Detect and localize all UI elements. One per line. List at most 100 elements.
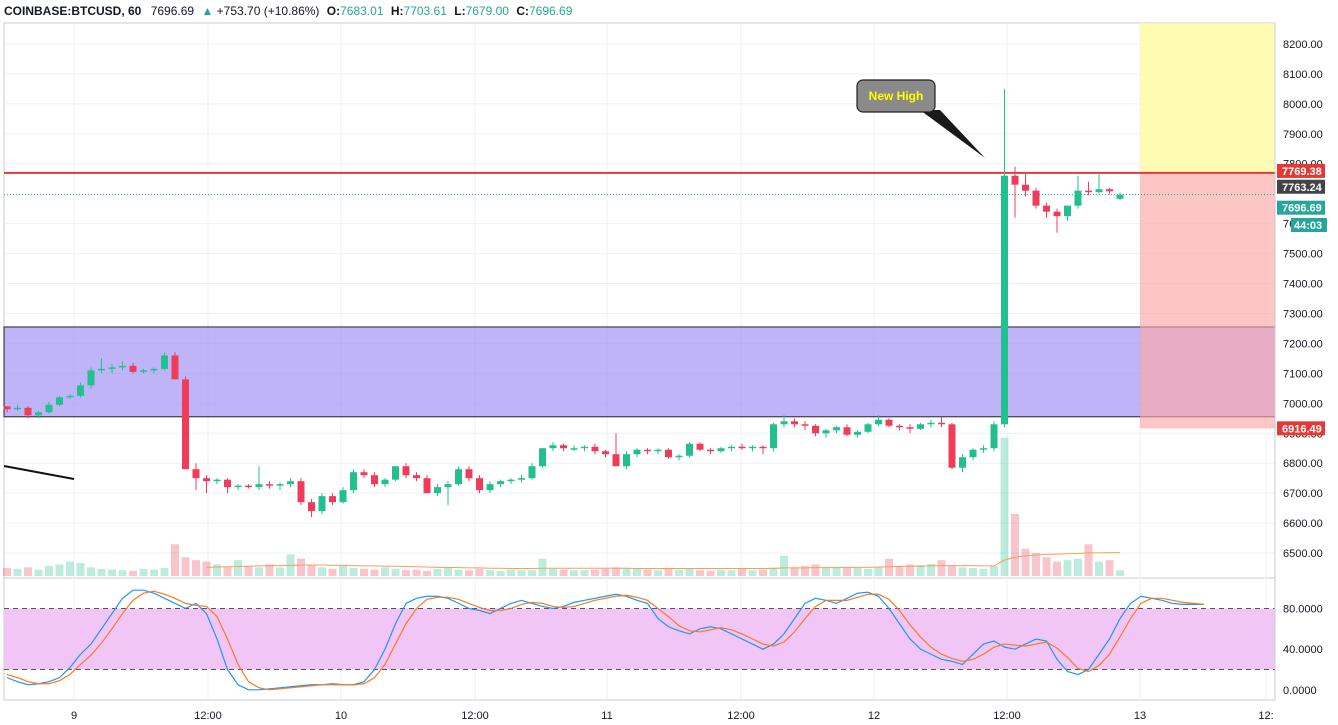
oscillator-tick-label[interactable]: 80.0000 (1283, 603, 1323, 615)
time-tick-label[interactable]: 12 (868, 710, 880, 722)
time-tick-label[interactable]: 12:00 (194, 710, 222, 722)
candle-body[interactable] (1022, 184, 1029, 191)
candle-body[interactable] (129, 365, 137, 372)
candle-body[interactable] (1043, 205, 1050, 212)
candle-body[interactable] (56, 397, 63, 405)
candle-body[interactable] (318, 496, 326, 512)
candle-body[interactable] (87, 370, 95, 386)
candle-body[interactable] (864, 424, 872, 432)
time-tick-label[interactable]: 12:00 (993, 710, 1021, 722)
candle-body[interactable] (329, 496, 336, 503)
candle-body[interactable] (822, 430, 830, 434)
price-tick-label[interactable]: 7400.00 (1283, 279, 1323, 291)
candle-body[interactable] (665, 449, 672, 458)
symbol-label[interactable]: COINBASE:BTCUSD, 60 (4, 4, 142, 18)
candle-body[interactable] (423, 478, 431, 494)
candle-body[interactable] (297, 481, 305, 503)
candle-body[interactable] (350, 472, 357, 491)
candle-body[interactable] (413, 475, 420, 479)
position-target-zone[interactable] (1140, 23, 1275, 173)
price-tick-label[interactable]: 7000.00 (1283, 398, 1323, 410)
candle-body[interactable] (108, 367, 116, 369)
time-tick-label[interactable]: 9 (71, 710, 77, 722)
candle-body[interactable] (812, 425, 819, 434)
candle-body[interactable] (885, 419, 893, 426)
candle-body[interactable] (749, 446, 756, 449)
crosshair-price-label[interactable]: 7763.24 (1282, 182, 1323, 194)
candle-body[interactable] (161, 355, 168, 369)
candle-body[interactable] (402, 466, 410, 476)
candle-body[interactable] (591, 446, 599, 452)
candle-body[interactable] (969, 449, 977, 458)
candle-body[interactable] (560, 445, 567, 449)
candle-body[interactable] (948, 424, 956, 468)
candle-body[interactable] (549, 445, 557, 449)
candle-body[interactable] (140, 370, 147, 372)
candle-body[interactable] (707, 449, 714, 452)
candle-body[interactable] (476, 478, 483, 491)
price-tick-label[interactable]: 6700.00 (1283, 488, 1323, 500)
candle-body[interactable] (465, 469, 473, 479)
candle-body[interactable] (896, 425, 903, 428)
stop-price-label[interactable]: 6916.49 (1282, 423, 1322, 435)
candle-body[interactable] (77, 385, 84, 396)
time-tick-label[interactable]: 12:00 (461, 710, 489, 722)
last-price-label[interactable]: 7696.69 (1282, 203, 1322, 215)
candle-body[interactable] (1116, 194, 1124, 199)
oscillator-tick-label[interactable]: 40.0000 (1283, 644, 1323, 656)
resistance-price-label[interactable]: 7769.38 (1282, 166, 1322, 178)
candle-body[interactable] (581, 446, 588, 449)
candle-body[interactable] (738, 446, 746, 449)
price-tick-label[interactable]: 6600.00 (1283, 518, 1323, 530)
candle-body[interactable] (906, 427, 914, 429)
candle-body[interactable] (623, 454, 630, 467)
annotations-layer[interactable]: New High 7769.38 7763.24 7696.69 44:03 6916.4… (856, 79, 1327, 436)
candle-body[interactable] (1064, 205, 1071, 217)
candle-body[interactable] (644, 449, 651, 452)
candle-body[interactable] (696, 443, 704, 450)
price-tick-label[interactable]: 8200.00 (1283, 39, 1323, 51)
candle-body[interactable] (392, 466, 399, 480)
price-tick-label[interactable]: 8000.00 (1283, 99, 1323, 111)
time-tick-label[interactable]: 12:00 (727, 710, 755, 722)
candle-body[interactable] (507, 479, 515, 482)
candle-body[interactable] (528, 466, 536, 479)
candle-body[interactable] (843, 427, 851, 435)
candle-body[interactable] (728, 446, 735, 449)
candle-body[interactable] (854, 431, 861, 435)
price-tick-label[interactable]: 7100.00 (1283, 368, 1323, 380)
candle-body[interactable] (381, 479, 389, 485)
candle-body[interactable] (150, 368, 158, 371)
candle-body[interactable] (119, 365, 126, 368)
candle-body[interactable] (686, 443, 693, 456)
price-tick-label[interactable]: 6500.00 (1283, 548, 1323, 560)
candle-body[interactable] (990, 424, 998, 449)
candle-body[interactable] (287, 481, 294, 485)
candle-body[interactable] (833, 427, 840, 431)
time-tick-label[interactable]: 11 (601, 710, 612, 722)
candle-body[interactable] (3, 406, 11, 410)
candle-body[interactable] (213, 479, 221, 482)
candle-body[interactable] (276, 484, 284, 486)
candle-body[interactable] (266, 484, 273, 486)
price-tick-label[interactable]: 8100.00 (1283, 69, 1323, 81)
time-axis[interactable]: 9 12:00 10 12:00 11 12:00 12 12:00 13 12: (71, 710, 1274, 722)
candle-body[interactable] (612, 454, 620, 467)
candle-body[interactable] (434, 487, 441, 494)
callout-box[interactable] (856, 79, 936, 113)
candle-body[interactable] (875, 419, 882, 425)
price-tick-label[interactable]: 7300.00 (1283, 308, 1323, 320)
candle-body[interactable] (455, 469, 462, 485)
candle-body[interactable] (675, 455, 683, 458)
candle-body[interactable] (927, 422, 935, 425)
candle-body[interactable] (518, 478, 525, 480)
candle-body[interactable] (98, 368, 105, 371)
candle-body[interactable] (486, 484, 494, 491)
candle-body[interactable] (371, 475, 378, 485)
candle-body[interactable] (255, 484, 263, 488)
candle-body[interactable] (980, 448, 987, 450)
candle-body[interactable] (1032, 190, 1040, 206)
candle-body[interactable] (938, 422, 945, 425)
time-tick-label[interactable]: 13 (1134, 710, 1146, 722)
